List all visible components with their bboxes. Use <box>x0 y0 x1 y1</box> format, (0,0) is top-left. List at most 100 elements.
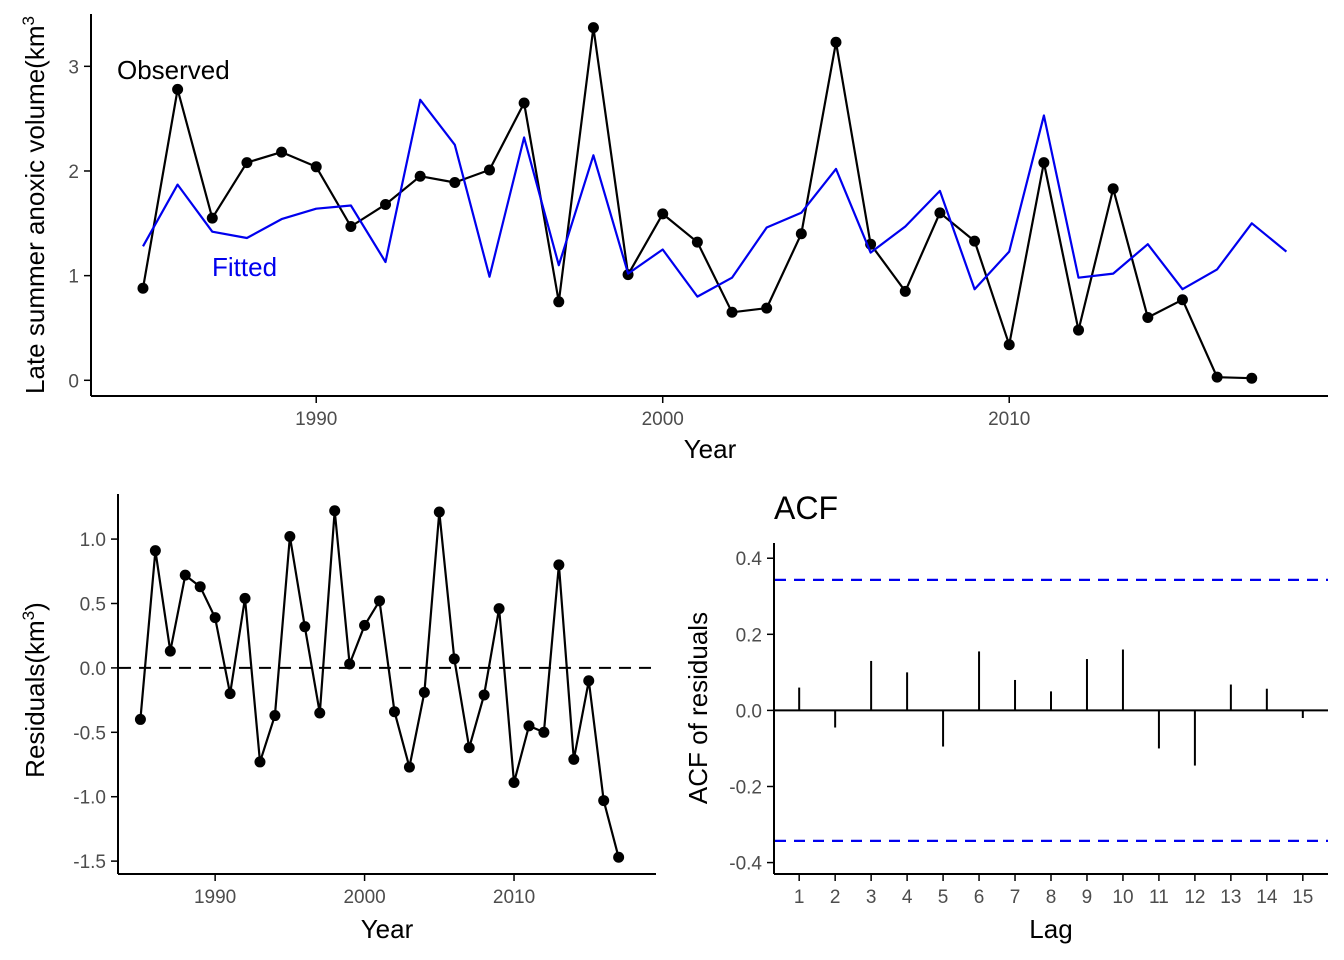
observed-point <box>830 36 842 48</box>
residuals-point <box>388 706 400 718</box>
observed-point <box>449 176 461 188</box>
y-tick-label: -1.0 <box>73 788 106 809</box>
observed-point <box>241 157 253 169</box>
observed-point <box>969 235 981 247</box>
y-tick-label: 0.4 <box>736 549 763 570</box>
y-tick-label: -1.5 <box>73 852 106 873</box>
residuals-point <box>508 777 520 789</box>
observed-point <box>691 236 703 248</box>
residuals-point <box>299 621 311 633</box>
residuals-point <box>329 505 341 517</box>
residuals-point <box>134 713 146 725</box>
observed-line <box>141 26 1252 380</box>
residuals-point <box>344 658 356 670</box>
residuals-point <box>269 710 281 722</box>
y-tick-label: 3 <box>68 57 79 78</box>
y-tick-label: 0.0 <box>736 701 762 722</box>
residuals-line <box>139 509 620 858</box>
x-tick-label: 2 <box>830 887 841 908</box>
x-tick-label: 15 <box>1292 887 1313 908</box>
residuals-point <box>568 753 580 765</box>
residuals-point <box>433 506 445 518</box>
x-tick-label: 4 <box>902 887 913 908</box>
observed-point <box>1107 183 1119 195</box>
residuals-point <box>254 756 266 768</box>
x-tick-label: 2000 <box>343 887 385 908</box>
residuals-point <box>538 726 550 738</box>
fitted-annotation: Fitted <box>212 252 277 282</box>
residuals-point <box>209 612 221 624</box>
observed-point <box>345 220 357 232</box>
p1-series-layer <box>137 22 1288 384</box>
p3-x-axis-title: Lag <box>1029 914 1072 944</box>
p1-x-axis-title: Year <box>684 434 737 464</box>
residuals-point <box>553 559 565 571</box>
observed-point <box>553 296 565 308</box>
observed-point <box>587 22 599 34</box>
p2-y-axis-title-sup: 3 <box>19 611 38 620</box>
observed-point <box>1176 294 1188 306</box>
x-tick-label: 6 <box>974 887 985 908</box>
residuals-point <box>149 545 161 557</box>
x-tick-label: 11 <box>1149 887 1169 908</box>
observed-point <box>1211 371 1223 383</box>
p2-y-axis-title-text: Residuals(km <box>20 620 50 778</box>
acf-title: ACF <box>774 490 838 526</box>
p2-y-axis-title-suffix: ) <box>20 602 50 611</box>
y-tick-label: 0.2 <box>736 625 762 646</box>
observed-point <box>172 83 184 95</box>
x-tick-label: 3 <box>866 887 877 908</box>
observed-point <box>206 212 218 224</box>
residuals-point <box>239 592 251 604</box>
observed-point <box>1142 312 1154 324</box>
p1-y-axis-title-text: Late summer anoxic volume(km <box>20 26 50 394</box>
p1-y-axis-title: Late summer anoxic volume(km3 <box>19 16 50 394</box>
p3-ticks: 0.40.20.0-0.2-0.41 2 3 4 5 6 7 8 9 10 11 12 13 14 15 <box>729 549 1313 908</box>
p3-series-layer <box>775 578 1328 843</box>
y-tick-label: -0.5 <box>73 723 106 744</box>
y-tick-label: 0.5 <box>80 594 106 615</box>
x-tick-label: 10 <box>1112 887 1133 908</box>
residuals-point <box>463 742 475 754</box>
residuals-point <box>164 645 176 657</box>
observed-point <box>934 207 946 219</box>
x-tick-label: 2010 <box>988 409 1030 430</box>
residuals-point <box>448 653 460 665</box>
observed-point <box>518 97 530 109</box>
observed-point <box>310 161 322 173</box>
x-tick-label: 12 <box>1184 887 1205 908</box>
x-tick-label: 2000 <box>642 409 684 430</box>
observed-point <box>414 170 426 182</box>
p3-y-axis-title: ACF of residuals <box>683 612 713 804</box>
p1-ticks: 1990 2000 2010 0 1 2 3 <box>68 57 1030 430</box>
x-tick-label: 1990 <box>295 409 337 430</box>
observed-point <box>761 302 773 314</box>
observed-annotation: Observed <box>117 55 230 85</box>
observed-point <box>380 198 392 210</box>
residuals-point <box>314 707 326 719</box>
residuals-point <box>613 851 625 863</box>
x-tick-label: 1 <box>794 887 805 908</box>
residuals-point <box>359 619 371 631</box>
residuals-point <box>583 675 595 687</box>
y-tick-label: -0.2 <box>729 777 762 798</box>
p1-y-axis-title-sup: 3 <box>19 16 38 25</box>
x-tick-label: 9 <box>1082 887 1093 908</box>
residuals-point <box>224 688 236 700</box>
x-tick-label: 7 <box>1010 887 1021 908</box>
residuals-panel: 1990 2000 2010 1.0 0.5 0.0 -0.5 -1.0 -1.5 Year R… <box>19 494 656 944</box>
residuals-point <box>179 569 191 581</box>
y-tick-label: 1.0 <box>80 530 106 551</box>
observed-point <box>1003 339 1015 351</box>
observed-point <box>483 164 495 176</box>
observed-point <box>726 306 738 318</box>
observed-point <box>137 282 149 294</box>
p2-y-axis-title: Residuals(km3) <box>19 602 50 778</box>
residuals-point <box>194 581 206 593</box>
x-tick-label: 5 <box>938 887 949 908</box>
anoxic-volume-panel: 1990 2000 2010 0 1 2 3 Observed Fitted Year La… <box>19 14 1328 464</box>
p2-x-axis-title: Year <box>361 914 414 944</box>
residuals-point <box>284 531 296 543</box>
observed-point <box>276 146 288 158</box>
